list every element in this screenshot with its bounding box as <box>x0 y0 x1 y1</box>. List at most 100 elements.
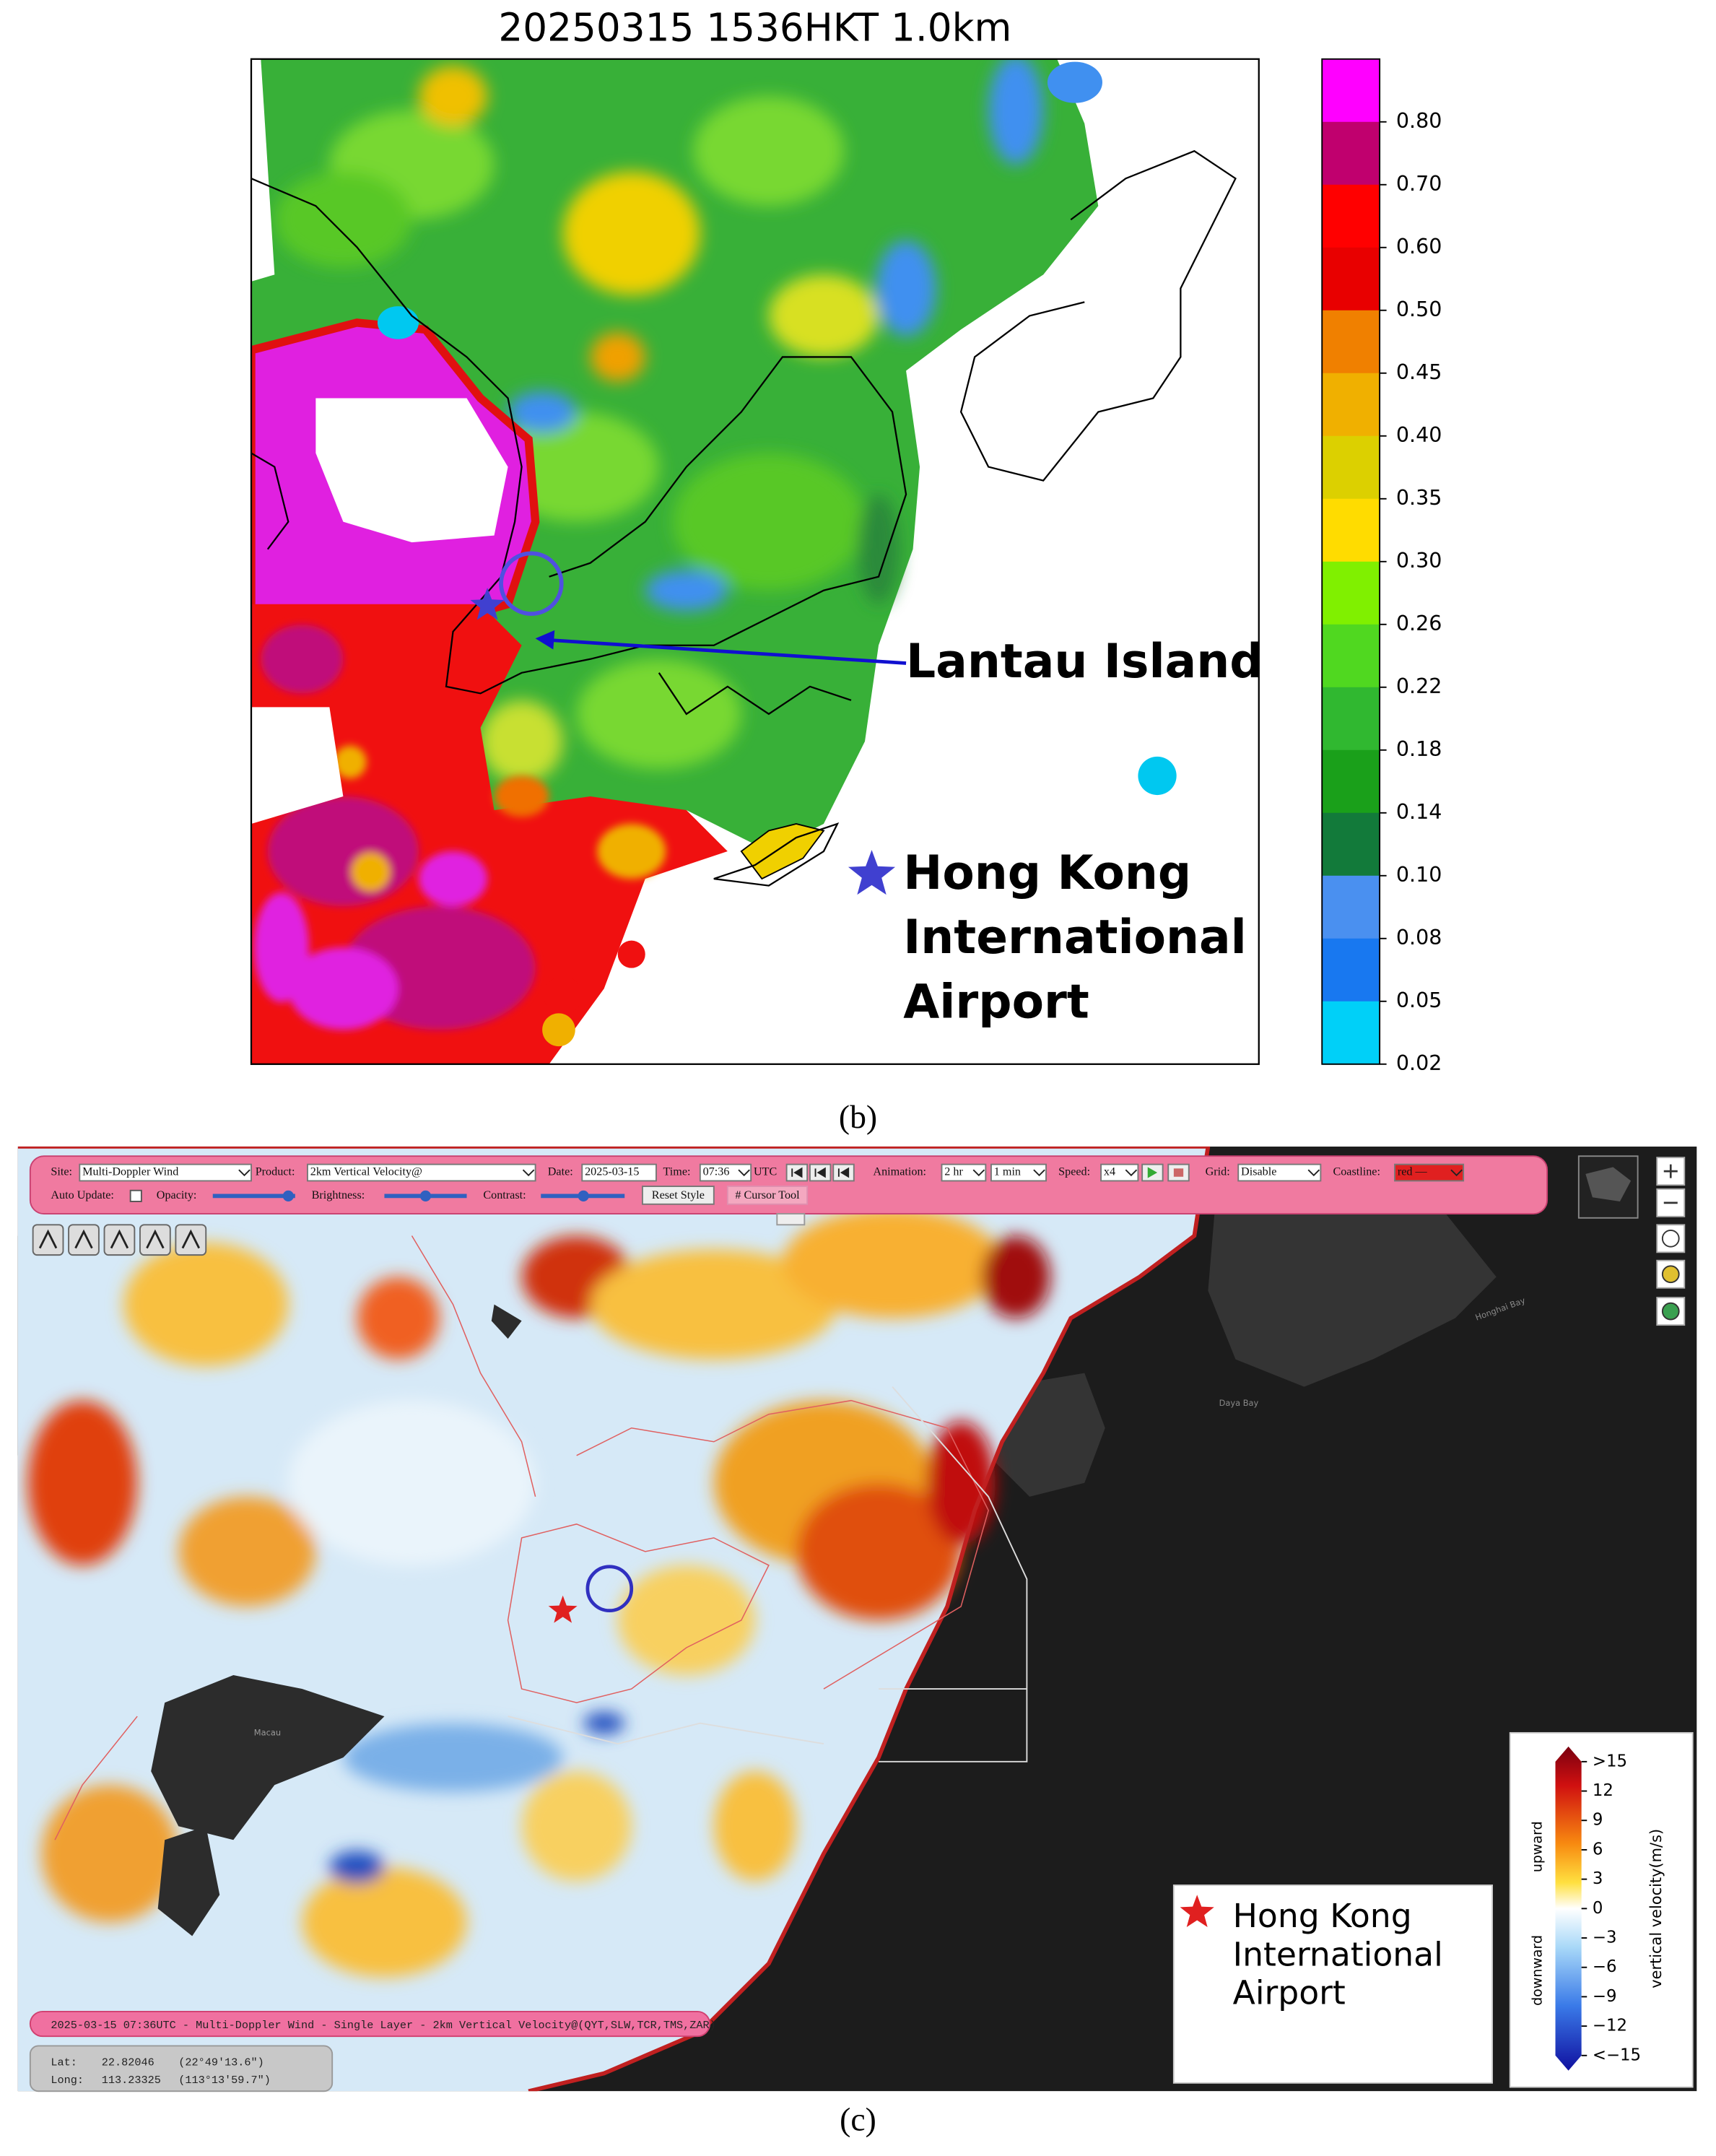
legend-text: International <box>903 910 1247 965</box>
legend-text: Airport <box>1233 1974 1346 2012</box>
colorbar-tick-label: 0.80 <box>1396 109 1442 133</box>
select[interactable] <box>79 1163 252 1182</box>
colorbar-tick-label: 6 <box>1593 1840 1603 1859</box>
toolbar-label: Animation: <box>873 1166 926 1178</box>
colorbar-tick-label: 0.26 <box>1396 612 1442 635</box>
colorbar-tick-label: 9 <box>1593 1811 1603 1830</box>
legend-box <box>1172 1885 1493 2084</box>
toolbar-handle <box>776 1213 806 1226</box>
select-value: x4 <box>1104 1166 1115 1178</box>
colorbar-segment <box>1322 373 1380 437</box>
colorbar-tick-label: 0.08 <box>1396 926 1442 949</box>
select-value: 2 hr <box>944 1166 963 1178</box>
colorbar-tick-label: 12 <box>1593 1781 1613 1800</box>
coord-label: Long: <box>51 2074 84 2087</box>
select[interactable] <box>990 1163 1047 1182</box>
toolbar-label: Date: <box>548 1166 573 1178</box>
date-input[interactable] <box>581 1163 657 1182</box>
zoom-button[interactable] <box>1656 1188 1686 1217</box>
colorbar-tick-label: 0.35 <box>1396 486 1442 510</box>
colorbar-tick-label: −9 <box>1593 1987 1617 2006</box>
airport-star <box>1180 1895 1214 1927</box>
select-arrow <box>972 1169 985 1177</box>
select[interactable] <box>1100 1163 1139 1182</box>
colorbar-segment <box>1322 1001 1380 1065</box>
slider-knob[interactable] <box>282 1190 294 1201</box>
colorbar-segment <box>1322 498 1380 562</box>
legend-text: International <box>1233 1935 1443 1973</box>
checkbox[interactable] <box>129 1189 142 1202</box>
select-value: 2km Vertical Velocity@ <box>310 1166 422 1178</box>
toolbar-label: Speed: <box>1058 1166 1090 1178</box>
colorbar-tick-label: 0.40 <box>1396 423 1442 447</box>
colorbar-note: upward <box>1529 1821 1545 1872</box>
panel-b: 20250315 1536HKT 1.0km <box>250 5 1442 1135</box>
button-icon <box>181 1229 201 1249</box>
colorbar-segment <box>1322 687 1380 751</box>
layer-tool-button[interactable] <box>175 1224 207 1256</box>
toolbar-label: UTC <box>754 1166 777 1178</box>
toolbar-label: Contrast: <box>483 1189 526 1201</box>
colorbar-tick-label: 0.18 <box>1396 737 1442 761</box>
colorbar-segment <box>1322 121 1380 186</box>
cursor-tool-button[interactable] <box>726 1186 809 1205</box>
layer-tool-button[interactable] <box>103 1224 136 1256</box>
button-bg <box>1656 1259 1686 1289</box>
toolbar-label: Product: <box>256 1166 295 1178</box>
button-icon <box>38 1229 58 1249</box>
legend-text: Hong Kong <box>1233 1897 1412 1935</box>
toolbar-label: Coastline: <box>1333 1166 1380 1178</box>
layer-tool-button[interactable] <box>68 1224 100 1256</box>
colorbar-title: vertical velocity(m/s) <box>1647 1829 1665 1988</box>
coord-value: 113.23325 <box>102 2074 161 2087</box>
layer-tool-button[interactable] <box>139 1224 171 1256</box>
button-bg <box>32 1224 64 1256</box>
panel-label: (b) <box>839 1098 877 1135</box>
map-label: Daya Bay <box>1219 1398 1259 1408</box>
colorbar-tick-label: >15 <box>1593 1752 1627 1770</box>
colorbar-tick-label: 0.02 <box>1396 1051 1442 1075</box>
colorbar-tick-label: 3 <box>1593 1869 1603 1888</box>
zoom-button[interactable] <box>1656 1157 1686 1186</box>
select-value: red — <box>1398 1166 1428 1178</box>
annotation: Lantau Island <box>906 635 1263 689</box>
slider-knob[interactable] <box>419 1190 432 1201</box>
airport-star <box>470 587 505 620</box>
colorbar-segment <box>1322 812 1380 877</box>
coord-label: Lat: <box>51 2056 77 2069</box>
reflectivity-map <box>251 58 1259 1064</box>
map-tool-button[interactable] <box>1656 1259 1686 1289</box>
reset-text: Reset Style <box>652 1189 705 1201</box>
colorbar-segment <box>1322 58 1380 123</box>
colorbar-segment <box>1322 247 1380 311</box>
reset-button[interactable] <box>641 1186 715 1205</box>
play-icon <box>1147 1167 1158 1178</box>
select[interactable] <box>1394 1163 1465 1182</box>
colorbar-tick-label: 0.14 <box>1396 800 1442 824</box>
map-tool-button[interactable] <box>1656 1224 1686 1253</box>
toolbar-label: Brightness: <box>312 1189 365 1201</box>
select[interactable] <box>307 1163 536 1182</box>
select-value: 1 min <box>994 1166 1021 1178</box>
colorbar-segment <box>1322 875 1380 939</box>
slider-knob[interactable] <box>578 1190 589 1201</box>
airport-star <box>848 850 896 895</box>
button-icon <box>1663 1164 1678 1178</box>
select[interactable] <box>941 1163 987 1182</box>
map-label: Macau <box>254 1727 281 1737</box>
layer-tool-button[interactable] <box>32 1224 64 1256</box>
colorbar-tick-label: −6 <box>1593 1957 1617 1976</box>
select[interactable] <box>1237 1163 1322 1182</box>
panel-c: Site: Multi-Doppler Wind Product: 2km Verti… <box>17 1146 1697 2137</box>
select-arrow <box>1033 1169 1045 1177</box>
colorbar-tick-label: −12 <box>1593 2017 1627 2035</box>
select-arrow <box>238 1169 251 1177</box>
select[interactable] <box>699 1163 752 1182</box>
map-tool-button[interactable] <box>1656 1297 1686 1326</box>
select-arrow <box>1450 1169 1463 1177</box>
select-arrow <box>1307 1169 1320 1177</box>
toolbar-label: Grid: <box>1206 1166 1230 1178</box>
colorbar-tick-label: 0.22 <box>1396 674 1442 698</box>
